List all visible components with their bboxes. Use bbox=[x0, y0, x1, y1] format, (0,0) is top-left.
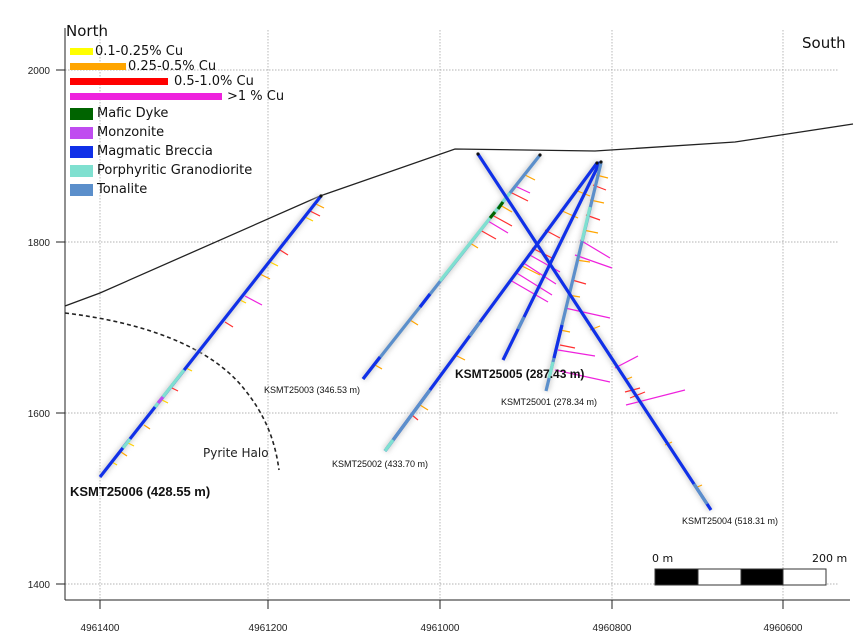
x-tick-label: 4961400 bbox=[81, 623, 120, 634]
lithology-swatch-icon bbox=[70, 126, 93, 139]
x-tick-label: 4961000 bbox=[421, 623, 460, 634]
x-tick-labels: 4961400 4961200 4961000 4960800 4960600 bbox=[81, 623, 803, 634]
y-tick-labels: 2000 1800 1600 1400 bbox=[28, 66, 51, 591]
legend-label: Mafic Dyke bbox=[97, 106, 169, 121]
legend-item-tonalite: Tonalite bbox=[70, 180, 284, 199]
legend-item-grade-1: 0.1-0.25% Cu bbox=[70, 44, 284, 59]
legend-item-mafic-dyke: Mafic Dyke bbox=[70, 104, 284, 123]
lithology-swatch-icon bbox=[70, 145, 93, 158]
legend-item-grade-3: 0.5-1.0% Cu bbox=[70, 74, 284, 89]
gridlines bbox=[65, 30, 838, 600]
legend-item-grade-4: >1 % Cu bbox=[70, 89, 284, 104]
axes bbox=[56, 28, 850, 609]
y-tick-label: 1400 bbox=[28, 580, 51, 591]
y-tick-label: 1600 bbox=[28, 409, 51, 420]
north-label: North bbox=[66, 22, 108, 40]
lithology-swatch-icon bbox=[70, 164, 93, 177]
legend-item-monzonite: Monzonite bbox=[70, 123, 284, 142]
lithology-swatch-icon bbox=[70, 183, 93, 196]
hole-label-ksmt25001: KSMT25001 (278.34 m) bbox=[501, 397, 597, 407]
grade-swatch-icon bbox=[70, 63, 126, 70]
legend-label: Porphyritic Granodiorite bbox=[97, 163, 253, 178]
scale-bar: 0 m 200 m bbox=[652, 552, 847, 586]
hole-label-ksmt25005: KSMT25005 (287.43 m) bbox=[455, 367, 584, 381]
drillhole-ksmt25003 bbox=[361, 154, 542, 380]
legend-label: Tonalite bbox=[97, 182, 148, 197]
lithology-swatch-icon bbox=[70, 107, 93, 120]
assay-ticks bbox=[111, 174, 703, 489]
legend-item-magmatic-breccia: Magmatic Breccia bbox=[70, 142, 284, 161]
drillhole-ksmt25005 bbox=[501, 161, 602, 361]
scale-start-label: 0 m bbox=[652, 552, 673, 565]
hole-label-ksmt25003: KSMT25003 (346.53 m) bbox=[264, 385, 360, 395]
drillhole-ksmt25004 bbox=[476, 153, 713, 511]
x-tick-label: 4961200 bbox=[249, 623, 288, 634]
drillhole-ksmt25006 bbox=[98, 195, 323, 478]
legend-label: Magmatic Breccia bbox=[97, 144, 213, 159]
legend-item-grade-2: 0.25-0.5% Cu bbox=[70, 59, 284, 74]
legend-label: >1 % Cu bbox=[227, 89, 285, 104]
x-tick-label: 4960800 bbox=[593, 623, 632, 634]
legend-label: 0.5-1.0% Cu bbox=[174, 74, 254, 89]
x-tick-label: 4960600 bbox=[764, 623, 803, 634]
hole-label-ksmt25004: KSMT25004 (518.31 m) bbox=[682, 516, 778, 526]
legend: 0.1-0.25% Cu 0.25-0.5% Cu 0.5-1.0% Cu >1… bbox=[70, 44, 284, 199]
drillhole-ksmt25002 bbox=[383, 162, 599, 452]
legend-label: Monzonite bbox=[97, 125, 165, 140]
legend-label: 0.25-0.5% Cu bbox=[128, 59, 217, 74]
grade-swatch-icon bbox=[70, 48, 93, 55]
hole-label-ksmt25002: KSMT25002 (433.70 m) bbox=[332, 459, 428, 469]
pyrite-halo-label: Pyrite Halo bbox=[203, 446, 269, 460]
drillhole-ksmt25001 bbox=[544, 162, 603, 392]
drillhole-shadows bbox=[97, 152, 714, 512]
y-tick-label: 1800 bbox=[28, 238, 51, 249]
pyrite-halo-boundary bbox=[64, 312, 280, 471]
scale-end-label: 200 m bbox=[812, 552, 847, 565]
grade-swatch-icon bbox=[70, 78, 168, 85]
legend-item-porphyritic-granodiorite: Porphyritic Granodiorite bbox=[70, 161, 284, 180]
y-tick-label: 2000 bbox=[28, 66, 51, 77]
south-label: South bbox=[802, 34, 846, 52]
topography-line bbox=[64, 123, 854, 307]
legend-label: 0.1-0.25% Cu bbox=[95, 44, 184, 59]
drillhole-labels: KSMT25006 (428.55 m) KSMT25003 (346.53 m… bbox=[70, 367, 778, 526]
collar-markers bbox=[319, 152, 603, 198]
grade-swatch-icon bbox=[70, 93, 222, 100]
hole-label-ksmt25006: KSMT25006 (428.55 m) bbox=[70, 484, 210, 499]
